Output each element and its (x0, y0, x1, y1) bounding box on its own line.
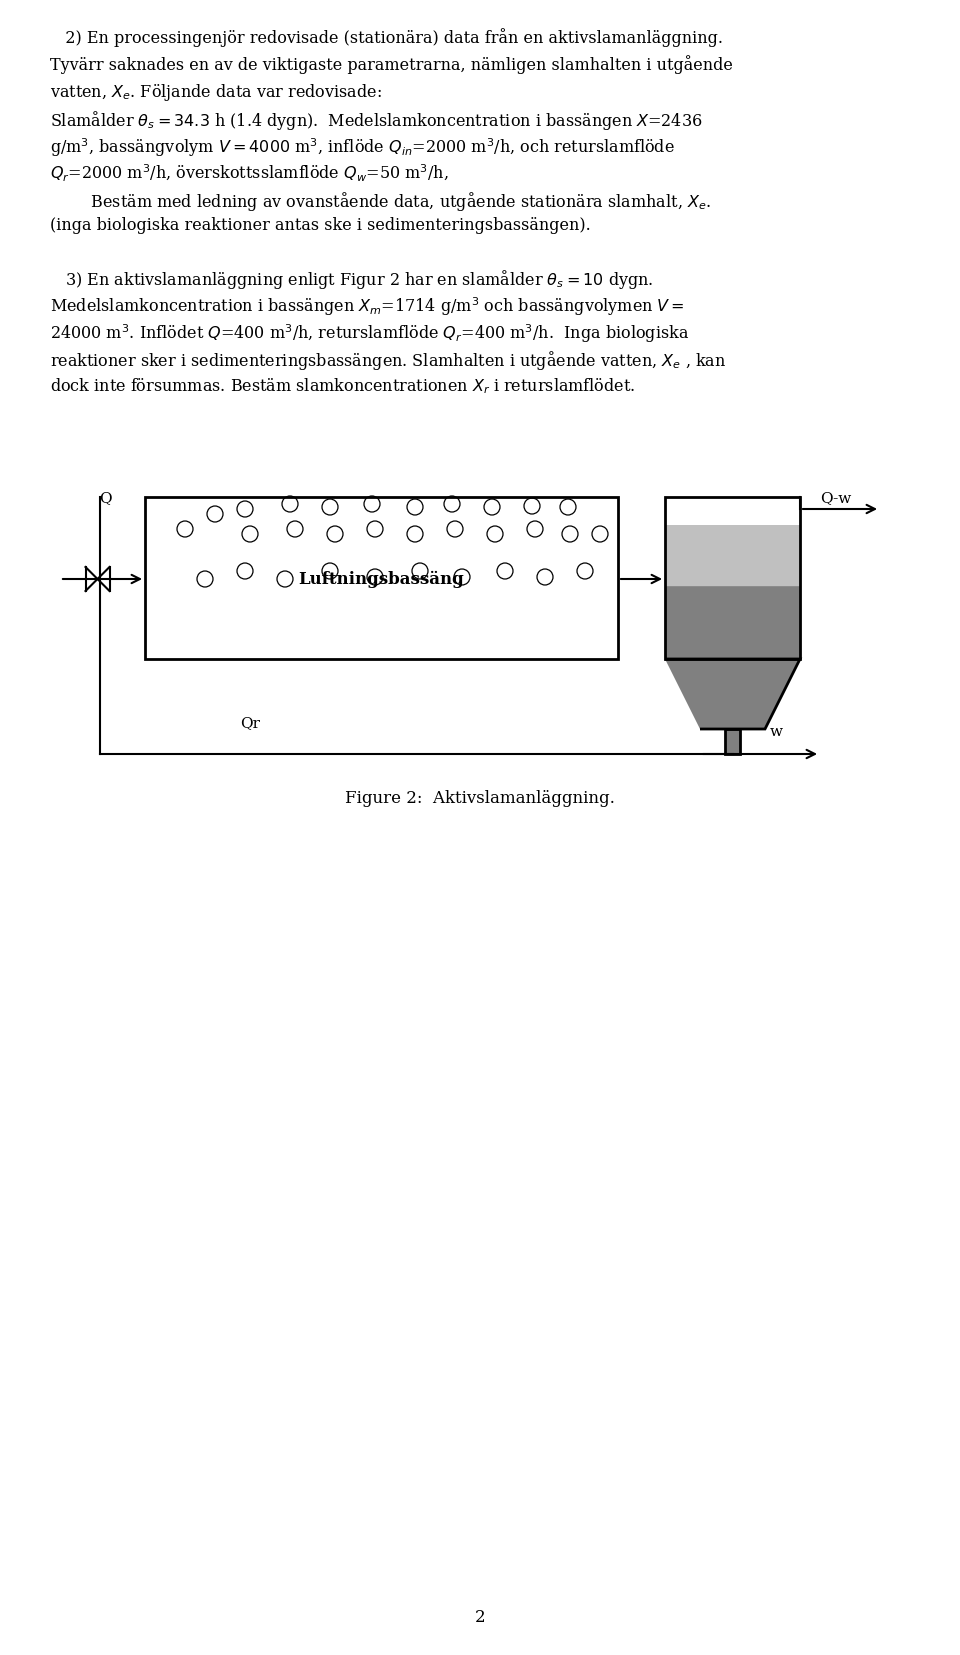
Text: vatten, $X_e$. Följande data var redovisade:: vatten, $X_e$. Följande data var redovis… (50, 83, 382, 103)
Text: Q: Q (99, 490, 111, 505)
Text: Medelslamkoncentration i bassängen $X_m$=1714 g/m$^3$ och bassängvolymen $V =$: Medelslamkoncentration i bassängen $X_m$… (50, 295, 684, 318)
Text: (inga biologiska reaktioner antas ske i sedimenteringsbassängen).: (inga biologiska reaktioner antas ske i … (50, 217, 590, 233)
Text: 3) En aktivslamanläggning enligt Figur 2 har en slamålder $\theta_s = 10$ dygn.: 3) En aktivslamanläggning enligt Figur 2… (50, 268, 654, 291)
Text: Luftningsbassäng: Luftningsbassäng (299, 569, 465, 588)
Text: 24000 m$^3$. Inflödet $Q$=400 m$^3$/h, returslamflöde $Q_r$=400 m$^3$/h.  Inga b: 24000 m$^3$. Inflödet $Q$=400 m$^3$/h, r… (50, 321, 689, 344)
Text: $Q_r$=2000 m$^3$/h, överskottsslamflöde $Q_w$=50 m$^3$/h,: $Q_r$=2000 m$^3$/h, överskottsslamflöde … (50, 162, 448, 184)
Text: w: w (770, 725, 783, 738)
Text: Q-w: Q-w (820, 490, 852, 505)
Text: dock inte försummas. Bestäm slamkoncentrationen $X_r$ i returslamflödet.: dock inte försummas. Bestäm slamkoncentr… (50, 376, 636, 396)
Text: Tyvärr saknades en av de viktigaste parametrarna, nämligen slamhalten i utgående: Tyvärr saknades en av de viktigaste para… (50, 55, 732, 74)
Bar (665, 525, 800, 588)
Text: g/m$^3$, bassängvolym $V = 4000$ m$^3$, inflöde $Q_{in}$=2000 m$^3$/h, och retur: g/m$^3$, bassängvolym $V = 4000$ m$^3$, … (50, 136, 675, 159)
Text: Bestäm med ledning av ovanstående data, utgående stationära slamhalt, $X_e$.: Bestäm med ledning av ovanstående data, … (50, 190, 711, 213)
Text: Figure 2:  Aktivslamanläggning.: Figure 2: Aktivslamanläggning. (345, 789, 615, 806)
Text: Qr: Qr (240, 715, 260, 730)
Text: reaktioner sker i sedimenteringsbassängen. Slamhalten i utgående vatten, $X_e$ ,: reaktioner sker i sedimenteringsbassänge… (50, 349, 727, 372)
Polygon shape (665, 588, 800, 730)
Bar (665, 498, 800, 660)
Text: 2) En processingenjör redovisade (stationära) data från en aktivslamanläggning.: 2) En processingenjör redovisade (statio… (50, 28, 723, 46)
Bar (145, 498, 618, 660)
Bar (725, 730, 740, 755)
Text: 2: 2 (474, 1609, 486, 1625)
Text: Slamålder $\theta_s = 34.3$ h (1.4 dygn).  Medelslamkoncentration i bassängen $X: Slamålder $\theta_s = 34.3$ h (1.4 dygn)… (50, 109, 703, 132)
